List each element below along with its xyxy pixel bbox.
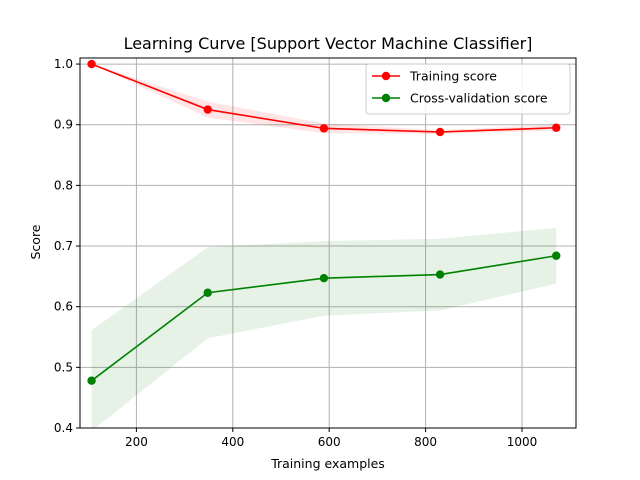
cross-validation-score-point [203, 288, 212, 297]
legend-label: Cross-validation score [410, 91, 548, 106]
y-axis-label: Score [28, 224, 43, 259]
cross-validation-score-point [87, 376, 96, 385]
y-tick-label: 0.5 [54, 360, 73, 374]
plot-area-frame [79, 57, 577, 429]
cross-validation-score-point [552, 251, 561, 260]
training-score-point [552, 123, 561, 132]
legend-box [365, 63, 571, 115]
y-tick-label: 0.8 [54, 178, 73, 192]
training-score-point [435, 127, 445, 137]
y-tick-label: 0.7 [54, 239, 73, 253]
cross-validation-score-point [319, 273, 329, 283]
y-tick-label: 0.6 [54, 300, 73, 314]
training-score-point [87, 59, 96, 69]
training-score-legend-marker [381, 71, 391, 81]
legend-label: Training score [409, 69, 497, 84]
series-points [87, 59, 561, 385]
x-tick-label: 1000 [507, 435, 538, 449]
legend: Training score Cross-validation score [365, 63, 571, 115]
cross-validation-score-legend-marker [381, 93, 391, 103]
x-axis-label: Training examples [270, 456, 385, 471]
x-tick-label: 200 [125, 435, 148, 449]
confidence-bands [91, 64, 557, 428]
cross-validation-score-point [435, 270, 445, 279]
y-tick-label: 0.4 [54, 421, 73, 435]
x-tick-label: 800 [414, 435, 437, 449]
x-tick-label: 600 [318, 435, 341, 449]
y-tick-label: 0.9 [54, 118, 73, 132]
x-axis-ticks: 200 400 600 800 1000 [125, 428, 537, 449]
training-score-point [203, 105, 212, 114]
y-axis-ticks: 0.4 0.5 0.6 0.7 0.8 0.9 1.0 [54, 57, 80, 435]
training-score-point [319, 124, 329, 133]
training-score-band [91, 64, 557, 134]
x-tick-label: 400 [221, 435, 244, 449]
cross-validation-score-band [91, 227, 557, 428]
chart-title: Learning Curve [Support Vector Machine C… [124, 34, 533, 53]
y-tick-label: 1.0 [54, 57, 73, 71]
